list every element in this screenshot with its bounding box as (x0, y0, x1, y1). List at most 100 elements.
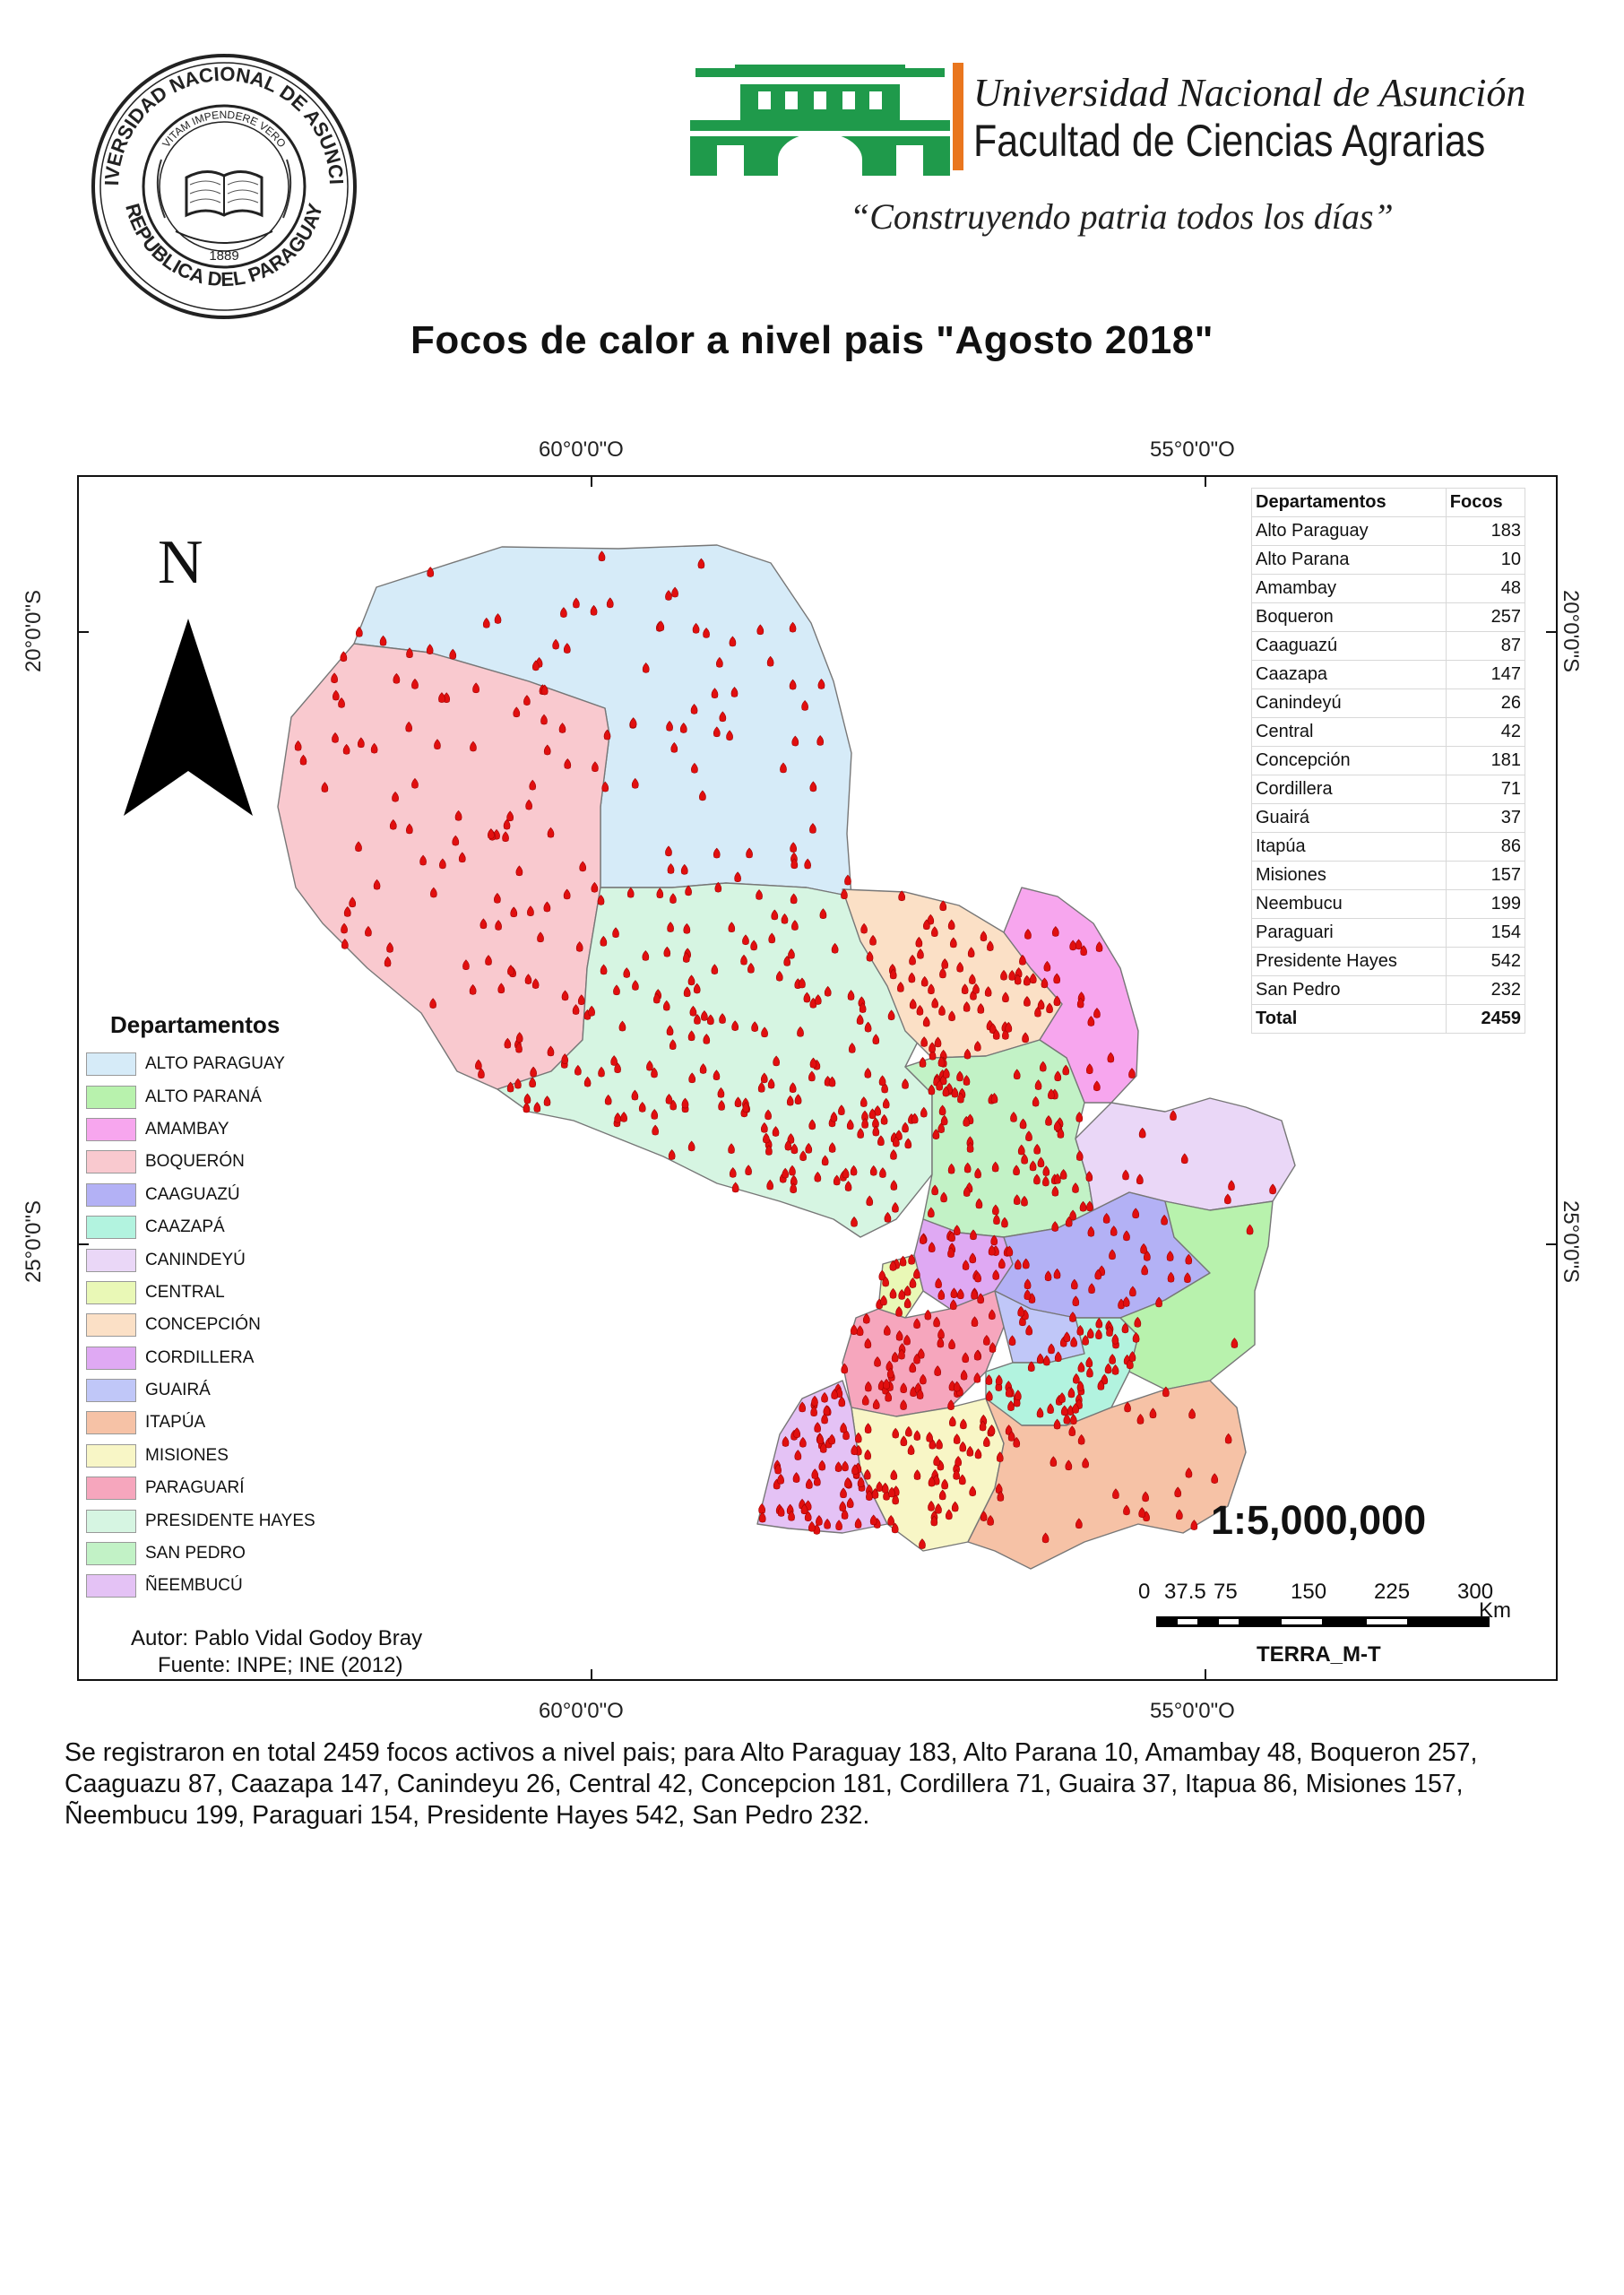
fire-point-icon (895, 1306, 903, 1317)
page-title: Focos de calor a nivel pais "Agosto 2018… (410, 318, 1214, 362)
fire-point-icon (788, 1510, 795, 1521)
fire-point-icon (763, 1132, 770, 1144)
fire-point-icon (880, 1113, 888, 1125)
fire-point-icon (969, 1485, 977, 1497)
fire-point-icon (1036, 1353, 1044, 1364)
fire-point-icon (904, 1138, 912, 1149)
fire-point-icon (714, 881, 722, 893)
fire-point-icon (577, 994, 585, 1005)
author-credit: Autor: Pablo Vidal Godoy Bray (131, 1626, 423, 1650)
fire-point-icon (1224, 1433, 1232, 1444)
fire-point-icon (475, 1059, 482, 1070)
legend-item: PRESIDENTE HAYES (86, 1504, 382, 1537)
fire-point-icon (1005, 1386, 1013, 1398)
fire-point-icon (531, 978, 540, 989)
fire-point-icon (604, 1094, 612, 1105)
fire-point-icon (861, 1118, 868, 1129)
fire-point-icon (882, 1097, 890, 1109)
fire-point-icon (1223, 1193, 1231, 1205)
legend-swatch (86, 1574, 136, 1598)
fire-point-icon (669, 1039, 677, 1051)
fire-point-icon (926, 1432, 934, 1442)
table-cell-count: 183 (1445, 516, 1526, 546)
fire-point-icon (938, 1104, 946, 1116)
fire-point-icon (1231, 1338, 1239, 1348)
fire-point-icon (719, 711, 727, 723)
fire-point-icon (1076, 1324, 1084, 1336)
fire-point-icon (771, 909, 779, 921)
fire-point-icon (864, 1423, 872, 1434)
fire-point-icon (809, 781, 817, 792)
fire-point-icon (697, 558, 705, 569)
fire-point-icon (842, 1460, 849, 1472)
fire-point-icon (1170, 1110, 1177, 1122)
fire-point-icon (685, 885, 692, 896)
fire-point-icon (973, 1372, 981, 1383)
fire-point-icon (503, 818, 511, 830)
fire-point-icon (960, 1369, 968, 1381)
fire-point-icon (1072, 1373, 1080, 1384)
fire-point-icon (830, 1111, 838, 1122)
fire-point-icon (1246, 1224, 1254, 1235)
legend-label: CAAZAPÁ (145, 1217, 225, 1237)
fire-point-icon (841, 1363, 849, 1374)
fire-point-icon (857, 1477, 865, 1488)
fire-point-icon (890, 1149, 897, 1160)
fire-point-icon (808, 1070, 816, 1082)
fire-point-icon (1123, 1230, 1130, 1242)
fire-point-icon (515, 1042, 523, 1053)
fire-point-icon (1024, 996, 1031, 1007)
fire-point-icon (1037, 999, 1045, 1010)
fire-point-icon (882, 1276, 890, 1287)
fire-point-icon (666, 720, 673, 732)
fire-point-icon (951, 1501, 959, 1512)
fire-point-icon (840, 1422, 847, 1433)
table-cell-count: 87 (1445, 631, 1526, 661)
table-row: Presidente Hayes 542 (1251, 947, 1526, 976)
fire-point-icon (537, 931, 544, 943)
table-cell-department: Neembucu (1251, 889, 1447, 919)
fire-point-icon (756, 624, 764, 636)
fire-point-icon (892, 1136, 900, 1148)
fire-point-icon (590, 604, 598, 616)
table-cell-count: 154 (1445, 918, 1526, 948)
legend-label: AMAMBAY (145, 1119, 229, 1139)
fire-point-icon (834, 1461, 842, 1472)
fire-point-icon (889, 1260, 897, 1271)
table-cell-department: San Pedro (1251, 975, 1447, 1005)
legend-label: BOQUERÓN (145, 1152, 245, 1172)
fire-point-icon (713, 847, 721, 859)
fire-point-icon (1161, 1214, 1168, 1225)
fire-point-icon (1013, 1069, 1021, 1080)
fire-point-icon (844, 874, 851, 886)
fire-point-icon (947, 1247, 955, 1258)
fire-point-icon (470, 740, 477, 752)
fire-point-icon (869, 934, 877, 946)
fire-point-icon (869, 1165, 877, 1176)
fire-point-icon (959, 1441, 967, 1452)
fire-point-icon (935, 1503, 942, 1514)
fire-point-icon (961, 983, 969, 995)
fire-point-icon (726, 730, 733, 741)
fire-point-icon (931, 1184, 939, 1196)
fire-point-icon (1019, 954, 1026, 966)
fire-point-icon (703, 1034, 711, 1044)
fire-point-icon (900, 1382, 908, 1394)
fire-point-icon (794, 1450, 802, 1460)
fire-point-icon (370, 742, 378, 754)
fire-point-icon (1027, 1361, 1035, 1373)
fire-point-icon (927, 914, 935, 925)
fire-point-icon (857, 1128, 865, 1139)
map-credits: Autor: Pablo Vidal Godoy Bray Fuente: IN… (131, 1625, 422, 1679)
table-cell-count: 48 (1445, 574, 1526, 603)
fire-point-icon (816, 735, 825, 746)
fire-point-icon (497, 983, 505, 994)
fire-point-icon (434, 739, 441, 749)
fire-point-icon (718, 1100, 725, 1111)
fire-point-icon (1042, 1355, 1050, 1366)
fire-point-icon (842, 1167, 850, 1179)
fire-point-icon (1121, 1322, 1129, 1334)
fire-point-icon (506, 810, 514, 822)
fire-point-icon (866, 950, 874, 962)
legend-label: ÑEEMBUCÚ (145, 1576, 243, 1596)
